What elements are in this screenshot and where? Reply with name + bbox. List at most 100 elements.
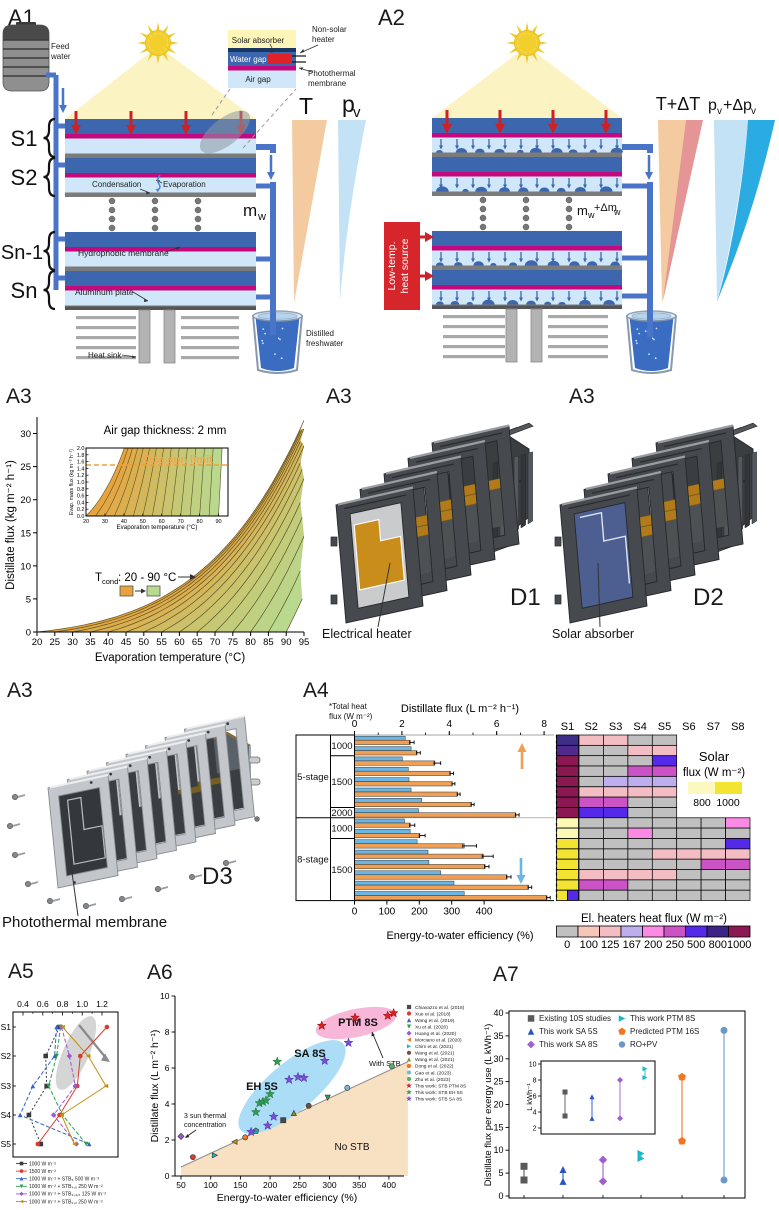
svg-text:4: 4 [447, 719, 453, 730]
svg-text:Evaporation temperature (°C): Evaporation temperature (°C) [117, 524, 198, 531]
svg-text:2000: 2000 [331, 808, 352, 819]
svg-text:0.8: 0.8 [57, 999, 69, 1009]
svg-text:125: 125 [601, 939, 619, 951]
svg-text:1000: 1000 [331, 741, 352, 752]
svg-text:5: 5 [498, 1168, 503, 1178]
svg-text:6: 6 [494, 719, 500, 730]
svg-text:S2: S2 [584, 721, 597, 733]
svg-text:1.4: 1.4 [77, 466, 85, 472]
svg-text:A6: A6 [147, 961, 173, 984]
svg-text:D1: D1 [510, 584, 541, 611]
svg-text:heat source: heat source [399, 238, 411, 293]
svg-text:1500: 1500 [331, 777, 352, 788]
svg-text:v: v [717, 106, 722, 117]
svg-text:: 20 - 90 °C: : 20 - 90 °C [118, 572, 176, 584]
svg-text:Huang et al. (2020): Huang et al. (2020) [415, 1031, 456, 1037]
svg-text:Chim et al. (2021): Chim et al. (2021) [415, 1044, 454, 1050]
svg-text:6: 6 [533, 1094, 537, 1101]
svg-text:2.0: 2.0 [77, 446, 85, 452]
svg-text:15: 15 [20, 528, 31, 539]
svg-text:flux (W m⁻²): flux (W m⁻²) [683, 767, 745, 779]
svg-text:70: 70 [178, 519, 184, 525]
svg-text:25: 25 [50, 637, 61, 648]
svg-text:S8: S8 [731, 721, 744, 733]
svg-text:0.4: 0.4 [17, 999, 29, 1009]
svg-text:0.8: 0.8 [77, 487, 85, 493]
svg-text:0.4: 0.4 [77, 500, 85, 506]
svg-text:500: 500 [687, 939, 705, 951]
svg-text:Xu et al. (2020): Xu et al. (2020) [415, 1024, 448, 1030]
svg-text:EH 5S: EH 5S [246, 1081, 278, 1093]
svg-text:S2: S2 [1, 1051, 12, 1061]
svg-text:Electrical heater: Electrical heater [322, 627, 412, 641]
svg-text:50: 50 [139, 637, 150, 648]
svg-text:A3: A3 [7, 679, 33, 702]
svg-text:350: 350 [352, 1180, 366, 1190]
svg-text:250: 250 [293, 1180, 307, 1190]
svg-text:0.6: 0.6 [37, 999, 49, 1009]
svg-text:A2: A2 [378, 5, 405, 30]
svg-text:El. heaters heat flux (W m⁻²): El. heaters heat flux (W m⁻²) [581, 913, 727, 925]
svg-text:heater: heater [312, 35, 335, 44]
svg-text:75: 75 [228, 637, 239, 648]
svg-text:90: 90 [281, 637, 292, 648]
svg-text:Evaporation temperature (°C): Evaporation temperature (°C) [95, 652, 246, 664]
svg-text:30: 30 [67, 637, 78, 648]
svg-text:m: m [577, 203, 588, 218]
svg-text:1000 W m⁻² + STB₅ 500 W m⁻²: 1000 W m⁻² + STB₅ 500 W m⁻² [29, 1177, 100, 1183]
svg-text:20: 20 [32, 637, 43, 648]
svg-text:5: 5 [26, 594, 31, 605]
svg-text:90: 90 [215, 519, 221, 525]
svg-text:membrane: membrane [308, 79, 347, 88]
svg-text:*Total heat: *Total heat [329, 702, 368, 711]
svg-text:10: 10 [160, 991, 170, 1001]
svg-text:4: 4 [165, 1099, 170, 1109]
svg-text:20: 20 [20, 495, 31, 506]
svg-text:cond: cond [102, 577, 118, 586]
svg-text:A5: A5 [8, 960, 34, 983]
svg-text:Condensation: Condensation [92, 180, 141, 189]
svg-text:0: 0 [352, 719, 358, 730]
svg-text:No STB: No STB [334, 1142, 369, 1153]
svg-text:Aluminum plate: Aluminum plate [75, 287, 134, 297]
svg-text:This work SA 5S: This work SA 5S [539, 1027, 598, 1036]
svg-text:35: 35 [493, 1031, 503, 1041]
svg-text:0: 0 [352, 907, 358, 918]
svg-text:m: m [243, 201, 257, 220]
svg-text:40: 40 [103, 637, 114, 648]
svg-text:A3: A3 [569, 385, 595, 408]
svg-text:Energy-to-water efficiency (%): Energy-to-water efficiency (%) [386, 930, 533, 942]
svg-text:A3: A3 [326, 385, 352, 408]
svg-text:150: 150 [233, 1180, 247, 1190]
svg-text:Solar absorber: Solar absorber [552, 627, 634, 641]
svg-text:400: 400 [382, 1180, 396, 1190]
svg-text:80: 80 [245, 637, 256, 648]
svg-text:1500 W m⁻²: 1500 W m⁻² [29, 1169, 56, 1175]
svg-text:85: 85 [263, 637, 274, 648]
svg-text:200: 200 [411, 907, 428, 918]
svg-text:Air gap: Air gap [245, 75, 271, 84]
svg-text:water: water [50, 52, 71, 61]
svg-text:S4: S4 [633, 721, 646, 733]
svg-text:v: v [353, 104, 361, 121]
svg-text:This work PTM 8S: This work PTM 8S [630, 1014, 695, 1023]
svg-text:T: T [299, 93, 313, 119]
svg-text:Photothermal membrane: Photothermal membrane [2, 914, 167, 931]
svg-text:400: 400 [476, 907, 493, 918]
svg-text:8: 8 [533, 1078, 537, 1085]
svg-text:D3: D3 [202, 863, 233, 890]
svg-text:Low-temp.: Low-temp. [386, 241, 398, 290]
svg-text:freshwater: freshwater [306, 339, 344, 348]
svg-text:Distillate flux (L m⁻² h⁻¹): Distillate flux (L m⁻² h⁻¹) [401, 703, 519, 715]
svg-text:+Δm: +Δm [594, 202, 617, 214]
svg-text:10: 10 [20, 561, 31, 572]
svg-text:1000 W m⁻² + STB₄,₅ 250 W m⁻²: 1000 W m⁻² + STB₄,₅ 250 W m⁻² [29, 1184, 103, 1190]
svg-text:2: 2 [165, 1135, 170, 1145]
svg-text:45: 45 [121, 637, 132, 648]
svg-text:Hydrophobic membrane: Hydrophobic membrane [78, 248, 169, 258]
svg-text:2: 2 [533, 1126, 537, 1133]
svg-text:800: 800 [693, 797, 711, 809]
svg-text:25: 25 [20, 462, 31, 473]
svg-text:RO+PV: RO+PV [630, 1040, 658, 1049]
svg-text:1000: 1000 [331, 824, 352, 835]
